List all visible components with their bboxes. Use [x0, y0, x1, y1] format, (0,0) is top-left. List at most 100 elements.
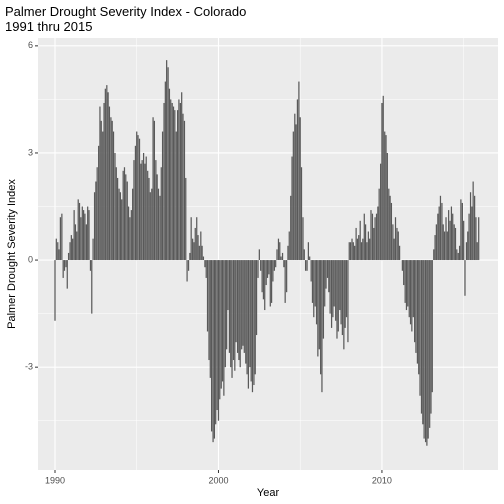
bar — [478, 217, 480, 261]
axes: -3 0 3 6 1990 2000 2010 — [25, 40, 392, 485]
bar — [325, 260, 327, 289]
bar — [167, 67, 169, 261]
bar — [397, 231, 399, 261]
bar — [378, 188, 380, 261]
bar — [394, 217, 397, 261]
bar — [461, 202, 463, 261]
bar — [272, 260, 274, 282]
bar — [290, 195, 292, 261]
bar — [330, 260, 333, 328]
bar — [340, 260, 342, 325]
bar — [303, 249, 305, 261]
bar — [164, 81, 166, 261]
bar — [59, 217, 62, 261]
bar — [70, 235, 72, 261]
bar — [89, 260, 92, 271]
bars — [54, 60, 480, 446]
bar — [389, 195, 391, 261]
bar — [393, 238, 395, 261]
bar — [266, 260, 269, 278]
bar — [147, 170, 149, 261]
bar — [304, 260, 307, 271]
bar — [106, 85, 108, 261]
bar — [178, 99, 180, 261]
bar — [348, 242, 350, 261]
bar — [412, 260, 414, 318]
bar — [335, 260, 337, 321]
bar — [409, 260, 412, 325]
bar — [345, 260, 348, 318]
bar — [230, 260, 232, 368]
bar — [183, 120, 186, 261]
bar — [127, 206, 130, 261]
bar — [321, 260, 323, 393]
bar — [66, 260, 68, 289]
bar — [245, 260, 247, 364]
bar — [176, 110, 179, 261]
bar — [193, 242, 195, 261]
bar — [116, 177, 119, 261]
bar — [279, 242, 281, 261]
bar — [344, 260, 346, 328]
bar — [381, 102, 383, 261]
bar — [439, 195, 442, 261]
bar — [217, 260, 220, 421]
bar — [310, 260, 312, 282]
bar — [384, 131, 386, 261]
x-tick-label: 2000 — [208, 475, 228, 485]
bar — [55, 238, 57, 261]
bar — [427, 260, 429, 439]
bar — [324, 260, 326, 307]
bar — [422, 260, 424, 425]
bar — [119, 192, 122, 261]
bar — [371, 213, 374, 261]
bar — [474, 195, 476, 261]
bar — [260, 260, 262, 271]
bar — [307, 242, 309, 261]
bar — [273, 260, 275, 271]
bar — [450, 206, 453, 261]
bar — [130, 210, 132, 261]
bar — [418, 260, 420, 375]
bar — [76, 231, 78, 261]
bar — [212, 260, 214, 443]
bar — [100, 120, 102, 261]
bar — [438, 206, 440, 261]
bar — [457, 252, 459, 261]
bar — [257, 260, 259, 278]
bar — [144, 163, 146, 261]
bar — [283, 260, 285, 268]
bar — [63, 260, 66, 271]
bar — [133, 160, 135, 261]
bar — [433, 249, 435, 261]
bar — [239, 260, 241, 368]
bar — [458, 245, 461, 261]
bar — [224, 260, 226, 368]
bar — [96, 167, 98, 261]
y-tick-label: 0 — [28, 254, 33, 264]
bar — [99, 106, 101, 261]
bar — [152, 117, 154, 261]
bar — [396, 227, 398, 261]
bar — [62, 260, 64, 278]
bar — [186, 260, 188, 282]
bar — [443, 231, 446, 261]
bar — [448, 210, 450, 261]
bar — [311, 260, 314, 303]
bar — [375, 213, 378, 261]
bar — [69, 242, 71, 261]
bar — [219, 260, 221, 400]
bar — [242, 260, 244, 346]
bar — [270, 260, 273, 303]
bar — [140, 163, 142, 261]
bar — [92, 238, 94, 261]
bar — [187, 260, 190, 271]
bar — [291, 156, 293, 261]
bar — [300, 167, 303, 261]
bar — [329, 260, 331, 314]
bar — [302, 217, 304, 261]
bar — [367, 231, 369, 261]
bar — [469, 192, 472, 261]
bar — [268, 260, 270, 275]
bar — [320, 260, 322, 375]
